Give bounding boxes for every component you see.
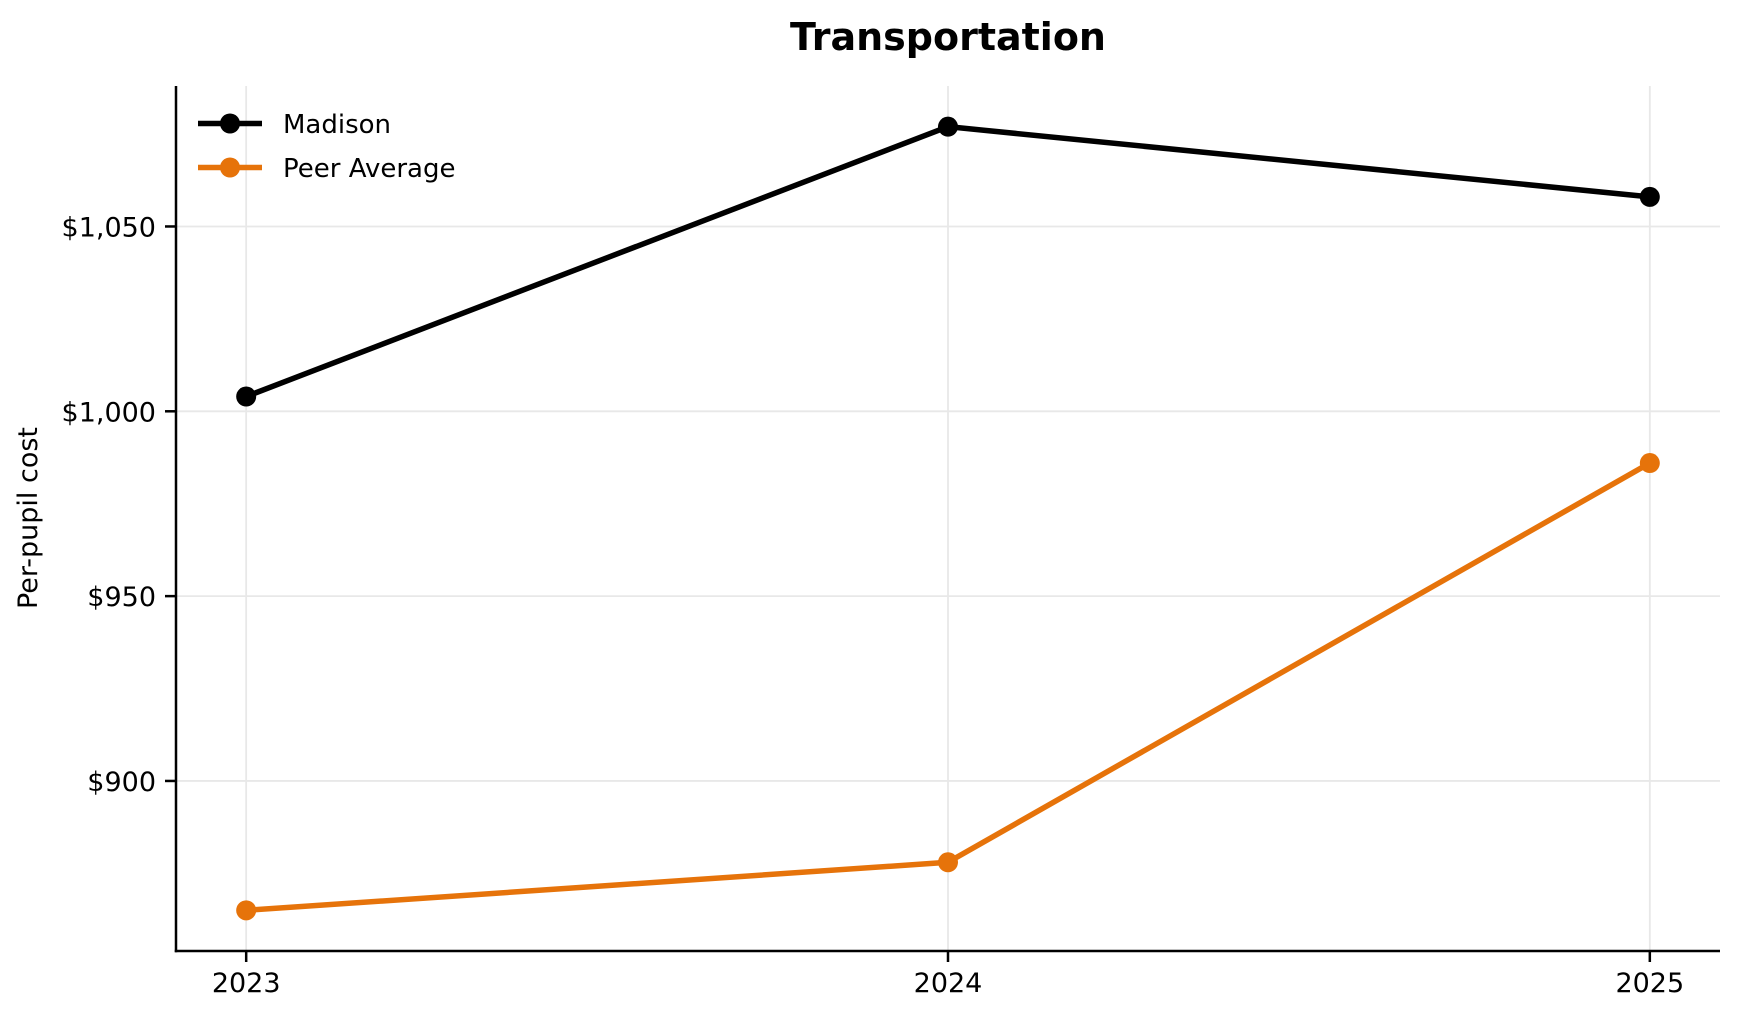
- data-point-madison-2025: [1639, 186, 1660, 207]
- y-tick-label: $900: [87, 767, 156, 798]
- legend-label: Peer Average: [283, 154, 455, 184]
- legend-swatch-marker-peer-average: [220, 157, 240, 178]
- data-point-peer-average-2025: [1639, 453, 1660, 474]
- x-tick-label: 2025: [1615, 968, 1684, 999]
- y-tick-label: $1,050: [62, 212, 156, 243]
- y-axis-label: Per-pupil cost: [13, 427, 44, 609]
- data-point-madison-2023: [236, 386, 257, 407]
- chart-title: Transportation: [790, 15, 1106, 59]
- legend-label: Madison: [283, 110, 391, 140]
- x-tick-label: 2023: [212, 968, 281, 999]
- legend-item-madison: Madison: [198, 110, 391, 140]
- legend-item-peer-average: Peer Average: [198, 154, 455, 184]
- data-point-peer-average-2023: [236, 900, 257, 921]
- y-tick-label: $950: [87, 582, 156, 613]
- data-point-madison-2024: [938, 116, 958, 137]
- y-tick-label: $1,000: [62, 397, 156, 428]
- legend: Madison Peer Average: [198, 110, 455, 184]
- legend-swatch-marker-madison: [220, 113, 240, 134]
- x-tick-label: 2024: [914, 968, 983, 999]
- data-point-peer-average-2024: [938, 852, 958, 873]
